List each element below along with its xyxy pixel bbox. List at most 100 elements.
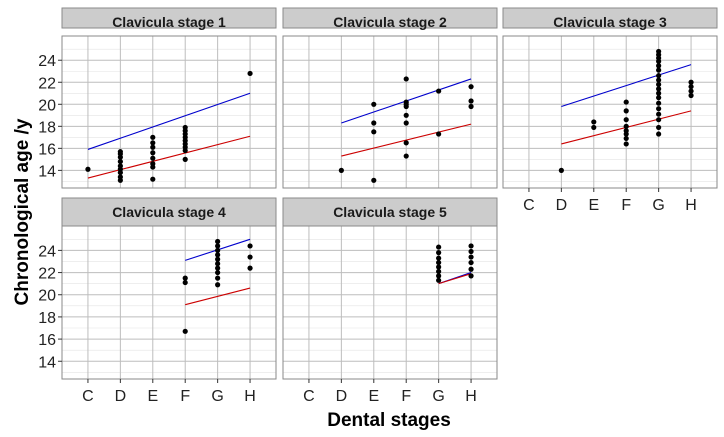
data-points — [338, 76, 474, 183]
data-points — [558, 48, 694, 173]
data-point — [247, 243, 253, 249]
data-point — [656, 117, 662, 123]
y-axis-top-row: 14 16 18 20 22 24 — [38, 53, 62, 180]
data-point — [247, 70, 253, 77]
data-point — [656, 67, 662, 73]
data-point — [215, 282, 221, 288]
x-axis-title: Dental stages — [327, 410, 451, 431]
upper-limit-line — [561, 64, 692, 108]
data-point — [436, 250, 442, 256]
data-point — [623, 108, 629, 114]
data-point — [656, 111, 662, 117]
data-point — [468, 243, 474, 249]
data-point — [215, 247, 221, 253]
plot-background — [62, 36, 276, 188]
panel-strip — [502, 7, 718, 29]
data-point — [623, 99, 629, 105]
data-point — [371, 177, 377, 183]
x-tick-label: H — [465, 388, 477, 405]
data-point — [117, 158, 123, 165]
gridlines — [62, 226, 276, 379]
data-points — [182, 238, 253, 334]
data-point — [117, 149, 123, 155]
data-point — [117, 163, 123, 169]
data-point — [591, 124, 597, 131]
data-point — [150, 150, 156, 156]
data-point — [468, 103, 474, 110]
data-point — [688, 92, 694, 99]
gridlines — [283, 226, 497, 379]
data-point — [182, 124, 188, 131]
data-point — [656, 77, 662, 83]
y-tick-label: 16 — [38, 141, 56, 158]
panel-border — [502, 35, 718, 189]
y-tick-label: 18 — [38, 310, 56, 327]
gridlines — [62, 36, 276, 188]
data-point — [182, 275, 188, 281]
panel-border — [61, 35, 277, 189]
x-tick-label: H — [244, 388, 256, 405]
data-point — [371, 129, 377, 135]
data-point — [656, 100, 662, 106]
panel-title: Clavicula stage 5 — [333, 204, 447, 220]
y-axis-bottom-row: 14 16 18 20 22 24 — [38, 243, 62, 371]
data-point — [247, 265, 253, 271]
data-point — [117, 174, 123, 180]
y-tick-label: 14 — [38, 354, 56, 371]
x-tick-label: G — [211, 388, 223, 405]
data-point — [371, 101, 377, 107]
data-point — [623, 141, 629, 147]
data-point — [688, 79, 694, 85]
panel-border — [282, 225, 498, 380]
data-point — [215, 269, 221, 276]
y-axis-title: Chronological age /y — [12, 118, 33, 305]
data-point — [215, 256, 221, 262]
y-tick-label: 22 — [38, 75, 56, 92]
data-point — [656, 86, 662, 92]
x-tick-label: E — [368, 388, 379, 405]
panel-border — [61, 225, 277, 380]
data-points — [436, 243, 474, 283]
data-point — [215, 243, 221, 249]
data-point — [182, 328, 188, 334]
x-axis-ticks: C D E F G H C D E F G H C D E F G H — [82, 188, 697, 405]
x-tick-label: G — [432, 388, 444, 405]
data-point — [656, 81, 662, 88]
lower-limit-line — [87, 135, 251, 179]
data-point — [436, 277, 442, 283]
data-point — [688, 84, 694, 90]
data-point — [436, 264, 442, 270]
data-point — [215, 238, 221, 245]
x-tick-label: F — [621, 197, 631, 214]
x-tick-label: E — [147, 388, 158, 405]
data-point — [656, 131, 662, 137]
lower-limit-line — [341, 123, 472, 157]
data-point — [150, 140, 156, 146]
data-point — [150, 161, 156, 167]
plot-background — [283, 36, 497, 188]
data-point — [150, 155, 156, 161]
x-tick-label: D — [336, 388, 348, 405]
x-tick-label: E — [588, 197, 599, 214]
lower-limit-line — [185, 287, 251, 306]
panel-title: Clavicula stage 4 — [112, 204, 226, 220]
data-point — [215, 252, 221, 258]
plot-background — [503, 36, 717, 188]
data-point — [468, 254, 474, 260]
data-point — [247, 254, 253, 260]
x-tick-label: C — [523, 197, 535, 214]
panel-strip — [282, 7, 498, 29]
y-tick-label: 16 — [38, 332, 56, 349]
data-point — [656, 73, 662, 79]
data-point — [215, 265, 221, 271]
y-tick-label: 20 — [38, 288, 56, 305]
panel-border — [282, 35, 498, 189]
x-tick-label: C — [303, 388, 315, 405]
data-point — [468, 273, 474, 279]
data-point — [403, 140, 409, 146]
upper-limit-line — [87, 92, 251, 150]
data-point — [688, 88, 694, 94]
panel-title: Clavicula stage 3 — [553, 14, 667, 30]
plot-background — [283, 226, 497, 379]
panel-3: Clavicula stage 3 — [502, 7, 718, 189]
